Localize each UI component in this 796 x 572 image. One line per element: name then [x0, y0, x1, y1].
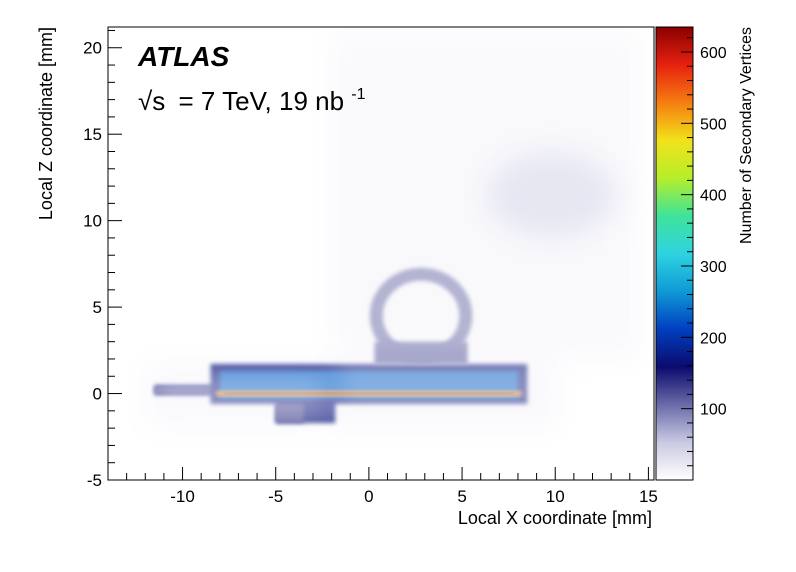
colorbar-title: Number of Secondary Vertices — [738, 27, 755, 244]
x-tick-label: 0 — [364, 487, 373, 506]
x-tick-label: 5 — [457, 487, 466, 506]
energy-label: √s = 7 TeV, 19 nb -1 — [138, 86, 366, 116]
colorbar-tick-label: 400 — [700, 188, 727, 205]
sqrt-s-symbol: √s — [138, 86, 165, 116]
colorbar-tick-label: 200 — [700, 330, 727, 347]
y-axis: -5 0 5 10 15 20 — [83, 29, 122, 490]
energy-value: = 7 TeV, 19 nb — [179, 86, 345, 116]
heatmap-region-background-upper — [331, 30, 640, 359]
heatmap-layer — [145, 30, 640, 429]
y-tick-label: 20 — [83, 39, 102, 58]
atlas-label: ATLAS — [137, 41, 230, 72]
luminosity-exponent: -1 — [351, 86, 365, 103]
x-axis: -10 -5 0 5 10 15 — [107, 467, 658, 506]
y-tick-label: 0 — [93, 385, 102, 404]
colorbar-tick-label: 300 — [700, 259, 727, 276]
x-tick-label: 10 — [546, 487, 565, 506]
colorbar-tick-label: 500 — [700, 116, 727, 133]
y-axis-title: Local Z coordinate [mm] — [36, 27, 56, 220]
colorbar-tick-label: 100 — [700, 402, 727, 419]
plot-border — [107, 26, 655, 481]
y-tick-label: 15 — [83, 125, 102, 144]
colorbar-tick-label: 600 — [700, 45, 727, 62]
heatmap-region-background-left — [145, 362, 332, 429]
colorbar-axis: 100 200 300 400 500 600 — [681, 37, 727, 467]
heatmap-region-background-low — [331, 358, 556, 429]
y-tick-label: -5 — [87, 471, 102, 490]
x-tick-label: 15 — [639, 487, 658, 506]
x-axis-title: Local X coordinate [mm] — [458, 508, 652, 528]
y-tick-label: 10 — [83, 212, 102, 231]
x-tick-label: -10 — [170, 487, 195, 506]
y-tick-label: 5 — [93, 298, 102, 317]
x-tick-label: -5 — [268, 487, 283, 506]
colorbar — [655, 26, 694, 481]
